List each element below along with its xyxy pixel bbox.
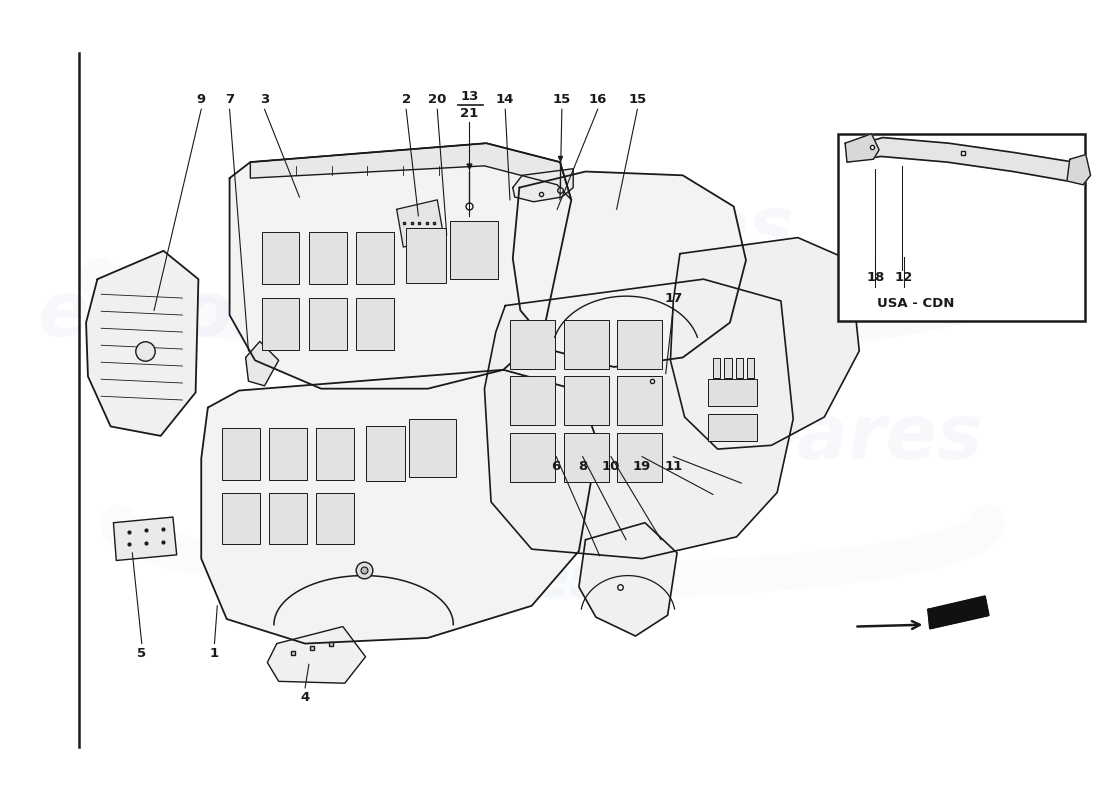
Bar [510,376,556,426]
Polygon shape [579,522,678,636]
Bar [406,228,446,283]
Polygon shape [847,138,1081,181]
Text: eurospares: eurospares [311,193,794,267]
Bar [262,298,299,350]
Text: 10: 10 [602,459,620,473]
Polygon shape [113,517,177,561]
Polygon shape [230,143,571,389]
Bar [262,232,299,284]
Bar [451,221,497,279]
Text: 1: 1 [210,646,219,659]
Bar [270,428,307,480]
Polygon shape [397,200,444,247]
Bar [617,376,662,426]
Text: 4: 4 [300,691,310,704]
Text: 13: 13 [460,90,478,102]
Text: 5: 5 [138,646,146,659]
Bar [409,419,456,478]
Polygon shape [513,169,573,202]
Bar [356,298,394,350]
Text: 7: 7 [226,94,234,106]
Text: 2: 2 [402,94,410,106]
Polygon shape [267,626,365,683]
Polygon shape [245,342,278,386]
Polygon shape [484,279,793,558]
Text: 9: 9 [197,94,206,106]
Bar [617,433,662,482]
Bar [708,379,757,406]
Bar [564,320,609,369]
Bar [837,134,1085,321]
Text: 18: 18 [866,270,884,284]
Text: 14: 14 [496,94,515,106]
Text: eurospares: eurospares [235,551,605,608]
Polygon shape [86,251,198,436]
Bar [270,493,307,545]
Text: 19: 19 [632,459,651,473]
Text: 16: 16 [588,94,607,106]
Text: eurospares: eurospares [37,278,520,352]
Text: eurospares: eurospares [499,401,982,474]
Bar [617,320,662,369]
Text: 12: 12 [894,270,913,284]
Polygon shape [928,596,989,629]
Bar [564,376,609,426]
Bar [365,426,405,481]
Text: 11: 11 [664,459,682,473]
Bar [222,428,260,480]
Bar [309,232,346,284]
Polygon shape [201,370,597,643]
Text: 15: 15 [553,94,571,106]
Polygon shape [1067,154,1090,185]
Text: USA - CDN: USA - CDN [877,298,955,310]
Bar [317,428,354,480]
Bar [736,358,744,378]
Bar [747,358,755,378]
Bar [510,433,556,482]
Bar [724,358,732,378]
Text: 20: 20 [428,94,447,106]
Polygon shape [845,134,879,162]
Bar [309,298,346,350]
Bar [713,358,721,378]
Text: 15: 15 [628,94,647,106]
Text: 21: 21 [460,106,478,119]
Text: 8: 8 [578,459,587,473]
Polygon shape [513,171,746,367]
Text: 6: 6 [551,459,561,473]
Polygon shape [670,238,859,449]
Bar [222,493,260,545]
Bar [708,414,757,441]
Bar [564,433,609,482]
Text: 3: 3 [260,94,270,106]
Text: 17: 17 [664,291,682,305]
Polygon shape [251,143,571,200]
Bar [317,493,354,545]
Bar [356,232,394,284]
Bar [510,320,556,369]
